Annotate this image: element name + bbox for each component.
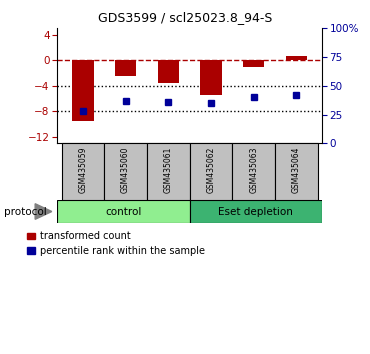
Bar xyxy=(243,60,264,67)
Bar xyxy=(232,143,275,200)
Text: GSM435060: GSM435060 xyxy=(121,146,130,193)
Text: GSM435064: GSM435064 xyxy=(292,146,301,193)
Bar xyxy=(158,60,179,82)
Bar xyxy=(57,200,189,223)
Text: protocol: protocol xyxy=(4,206,47,217)
Bar xyxy=(189,200,322,223)
Text: Eset depletion: Eset depletion xyxy=(218,206,293,217)
Text: GSM435063: GSM435063 xyxy=(249,146,258,193)
Bar xyxy=(275,143,317,200)
Text: GSM435061: GSM435061 xyxy=(164,146,173,193)
Bar xyxy=(62,143,104,200)
Bar xyxy=(72,60,94,121)
Bar xyxy=(147,143,190,200)
Text: GSM435062: GSM435062 xyxy=(206,146,215,193)
Legend: transformed count, percentile rank within the sample: transformed count, percentile rank withi… xyxy=(27,232,205,256)
Bar xyxy=(190,143,232,200)
Bar xyxy=(200,60,222,96)
Text: GSM435059: GSM435059 xyxy=(78,146,87,193)
Bar xyxy=(104,143,147,200)
Bar xyxy=(286,56,307,60)
Text: control: control xyxy=(105,206,142,217)
Text: GDS3599 / scl25023.8_94-S: GDS3599 / scl25023.8_94-S xyxy=(98,11,272,24)
Bar xyxy=(115,60,136,76)
